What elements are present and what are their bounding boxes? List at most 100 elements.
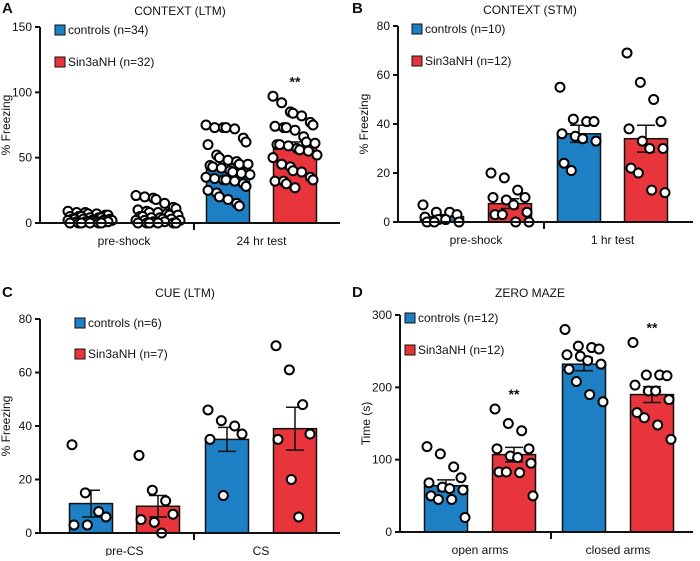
data-point [638,412,650,424]
data-point [297,399,309,411]
legend-swatch [74,317,86,329]
data-point [280,178,292,190]
data-point [434,448,446,460]
data-point [444,483,456,495]
x-group-label: CS [253,544,270,556]
data-point [516,425,528,437]
data-point [200,171,212,183]
legend-swatch [74,348,86,360]
data-point [502,418,514,429]
data-point [644,143,656,154]
y-tick-label: 300 [372,308,392,322]
data-point [514,467,526,479]
data-point [293,511,305,523]
y-tick-label: 40 [19,419,33,433]
data-point [485,167,497,179]
significance-marker: ** [509,386,520,402]
y-axis-label: % Freezing [0,95,13,156]
y-tick-label: 20 [377,166,391,180]
data-point [160,495,172,507]
data-point [304,428,316,440]
data-point [133,449,145,461]
y-tick-label: 200 [372,380,392,394]
data-point [631,407,643,419]
data-point [282,140,294,152]
data-point [634,76,646,88]
data-point [632,167,644,179]
y-tick-label: 60 [377,68,391,82]
data-point [130,190,142,202]
data-point [307,174,319,186]
data-point [283,364,295,376]
panel-D: D ZERO MAZE Time (s) ** ** 0 100 200 300 open arm… [352,284,693,557]
data-point [640,369,652,381]
data-point [233,158,245,170]
panel-A: A CONTEXT (LTM) % Freezing ** 0 50 100 150 pre-s… [0,0,340,248]
data-point [267,90,279,102]
data-point [285,474,297,485]
data-point [627,336,639,348]
data-point [276,158,288,170]
data-point [500,194,512,206]
data-point [269,175,281,187]
data-point [227,166,239,178]
data-point [421,441,433,453]
data-point [491,443,503,455]
panel-letter: C [2,284,13,301]
data-point [525,457,537,469]
data-point [135,514,147,526]
y-tick-label: 100 [12,85,32,99]
x-group-label: 1 hr test [591,233,635,247]
data-point [280,122,292,134]
data-point [646,184,658,196]
data-point [582,355,594,367]
data-point [209,122,221,134]
data-point [296,166,308,178]
legend-entry: Sin3aNH (n=12) [418,343,504,357]
data-point [204,433,216,445]
data-point [590,135,602,147]
data-point [148,516,160,528]
data-point [296,110,308,122]
data-point [93,506,105,518]
data-point [68,519,80,531]
legend-swatch [54,56,66,68]
y-tick-label: 100 [372,453,392,467]
data-point [215,162,227,174]
data-point [222,193,234,205]
data-point [455,472,467,484]
data-point [167,508,179,520]
data-point [307,119,319,131]
x-group-label: pre-CS [105,544,143,556]
data-point [650,385,662,397]
x-group-label: closed arms [586,543,651,556]
panel-letter: D [352,284,363,301]
legend-entry: controls (n=10) [425,22,505,36]
data-point [512,184,524,196]
data-point [496,209,508,221]
data-point [595,358,607,370]
data-point [202,404,214,416]
data-point [661,370,673,382]
chart-title: CONTEXT (LTM) [134,4,226,18]
legend-entry: controls (n=6) [88,316,162,330]
data-point [209,173,221,185]
data-point [523,443,535,455]
data-point [498,172,510,184]
data-point [302,145,314,157]
y-tick-label: 0 [383,215,390,229]
data-point [621,47,633,59]
panel-C: C CUE (LTM) % Freezing 0 20 40 60 80 pre-CS CS con… [0,284,340,558]
data-point [220,174,232,186]
panel-letter: A [2,0,13,17]
data-point [244,169,256,181]
data-point [554,81,566,93]
data-point [202,139,214,151]
bar [561,363,607,533]
data-point [448,461,460,473]
data-point [289,124,301,136]
legend-entry: Sin3aNH (n=7) [88,347,168,361]
data-point [236,428,248,440]
data-point [217,490,229,502]
y-tick-label: 0 [25,526,32,540]
